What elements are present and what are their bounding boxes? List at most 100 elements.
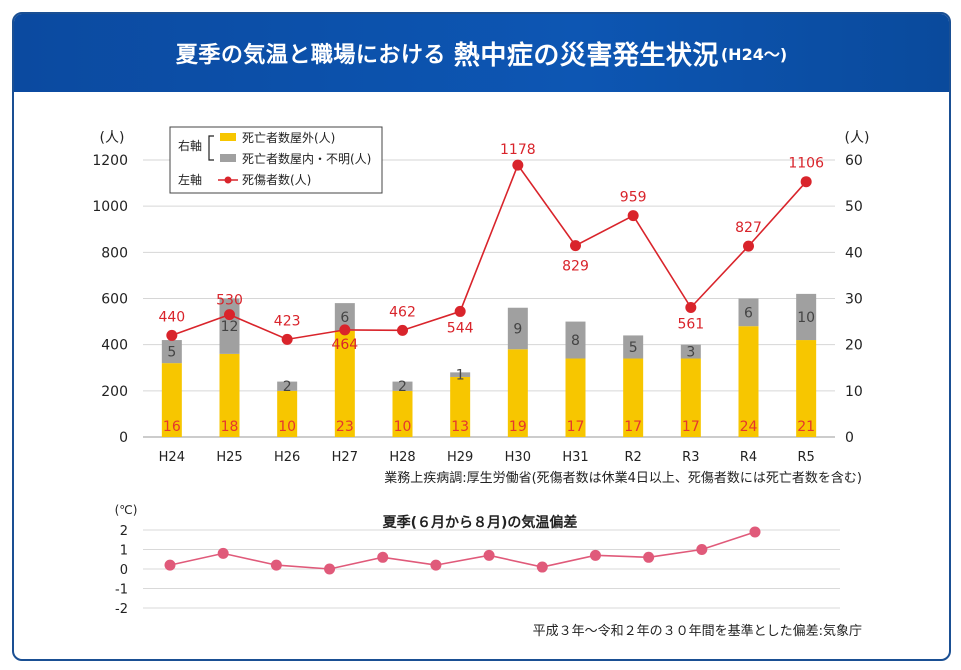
x-tick-label: H26 [274, 450, 300, 465]
legend-casualty: 死傷者数(人) [242, 172, 311, 187]
casualty-point [627, 210, 639, 222]
bar-indoor [334, 303, 355, 331]
x-tick-label: R2 [625, 450, 642, 465]
bar-indoor [392, 381, 413, 391]
bar-indoor [680, 344, 701, 359]
temp-line [169, 531, 756, 570]
bar-outdoor [565, 358, 586, 437]
temp-source-note: 平成３年〜令和２年の３０年間を基準とした偏差:気象庁 [533, 623, 862, 639]
left-tick-label: 1200 [92, 153, 128, 169]
temp-tick-label: 0 [120, 563, 128, 578]
casualty-point [685, 302, 697, 314]
bar-indoor [507, 307, 528, 350]
x-tick-label: R5 [798, 450, 815, 465]
casualty-point [166, 329, 178, 341]
bar-indoor-label: 6 [744, 305, 753, 321]
bar-outdoor-label: 23 [336, 419, 354, 435]
bar-indoor [738, 298, 759, 327]
bar-indoor [796, 293, 817, 341]
main-chart: 0 200 400 600 800 1000 1200 0 10 20 30 40 50 60 (人) (人)… [92, 126, 870, 486]
right-axis-unit: (人) [845, 130, 870, 146]
casualty-label: 440 [158, 309, 185, 325]
bar-outdoor [623, 358, 644, 437]
temp-point [217, 547, 229, 559]
temp-tick-label: -1 [115, 583, 128, 598]
temp-point [324, 563, 336, 575]
legend-bracket [208, 135, 214, 161]
bar-outdoor-label: 16 [163, 419, 181, 435]
left-tick-label: 200 [101, 384, 128, 400]
casualty-point [281, 333, 293, 345]
title-banner: 夏季の気温と職場における 熱中症の災害発生状況 (H24〜) [14, 14, 949, 92]
temp-tick-label: 1 [120, 544, 128, 559]
bar-indoor-label: 6 [340, 310, 349, 326]
x-tick-label: R3 [682, 450, 699, 465]
title-part1: 夏季の気温と職場における [175, 43, 446, 68]
right-tick-label: 10 [845, 384, 863, 400]
casualty-label: 959 [620, 190, 647, 206]
legend-swatch-indoor [220, 154, 236, 162]
bar-outdoor [161, 363, 182, 437]
bar-outdoor-label: 17 [624, 419, 642, 435]
legend-line-marker [224, 176, 232, 184]
bar-outdoor-label: 24 [740, 419, 758, 435]
title-part3: (H24〜) [720, 45, 788, 64]
legend-right-axis-label: 右軸 [178, 138, 202, 153]
x-tick-label: R4 [740, 450, 757, 465]
x-tick-label: H27 [332, 450, 358, 465]
title-part2: 熱中症の災害発生状況 [453, 40, 719, 71]
bar-outdoor-label: 10 [278, 419, 296, 435]
casualty-point [224, 309, 235, 321]
bar-outdoor [219, 353, 240, 437]
bar-outdoor [796, 340, 817, 437]
legend-outdoor: 死亡者数屋外(人) [242, 130, 335, 145]
left-tick-label: 600 [101, 292, 128, 308]
bar-outdoor [334, 330, 355, 437]
x-tick-label: H31 [562, 450, 588, 465]
temp-point [430, 559, 442, 571]
casualty-point [339, 324, 351, 336]
bar-outdoor [277, 390, 298, 437]
bar-indoor-label: 5 [167, 345, 176, 361]
casualty-point [743, 240, 754, 252]
bar-outdoor [507, 349, 528, 437]
casualty-point [512, 159, 524, 171]
legend-swatch-outdoor [220, 133, 236, 141]
temp-point [483, 549, 495, 561]
casualty-point [454, 305, 466, 317]
right-tick-label: 30 [845, 292, 863, 308]
bar-indoor-label: 8 [571, 333, 580, 349]
bar-indoor-label: 3 [686, 345, 695, 361]
left-axis-unit: (人) [100, 130, 125, 146]
legend-box [169, 126, 383, 194]
bar-outdoor-label: 13 [451, 419, 469, 435]
casualty-label: 1106 [788, 156, 824, 172]
bar-outdoor-label: 19 [509, 419, 527, 435]
bar-indoor [161, 340, 182, 364]
bar-indoor-label: 2 [398, 379, 407, 395]
casualty-point [800, 176, 812, 188]
bar-outdoor-label: 17 [682, 419, 700, 435]
casualty-label: 464 [331, 337, 358, 353]
bar-indoor [219, 298, 240, 354]
bar-indoor-label: 12 [221, 319, 239, 335]
bar-indoor [277, 381, 298, 391]
bar-indoor [450, 372, 471, 377]
left-tick-label: 400 [101, 338, 128, 354]
bar-outdoor-label: 21 [797, 419, 815, 435]
legend-indoor: 死亡者数屋内・不明(人) [242, 151, 371, 166]
bar-indoor [565, 321, 586, 359]
bar-outdoor-label: 18 [221, 419, 239, 435]
temp-chart-title: 夏季(６月から８月)の気温偏差 [383, 514, 578, 531]
right-tick-label: 0 [845, 430, 854, 446]
x-tick-label: H29 [447, 450, 473, 465]
left-tick-label: 1000 [92, 199, 128, 215]
casualty-label: 423 [274, 313, 301, 329]
left-tick-label: 800 [101, 245, 128, 261]
casualty-label: 462 [389, 304, 416, 320]
x-tick-label: H30 [505, 450, 531, 465]
temperature-chart: -2 -1 0 1 2 (℃) 夏季(６月から８月)の気温偏差平成３年〜令和２年の３０年間を… [115, 503, 862, 639]
bar-outdoor-label: 10 [394, 419, 412, 435]
bar-outdoor [738, 326, 759, 437]
